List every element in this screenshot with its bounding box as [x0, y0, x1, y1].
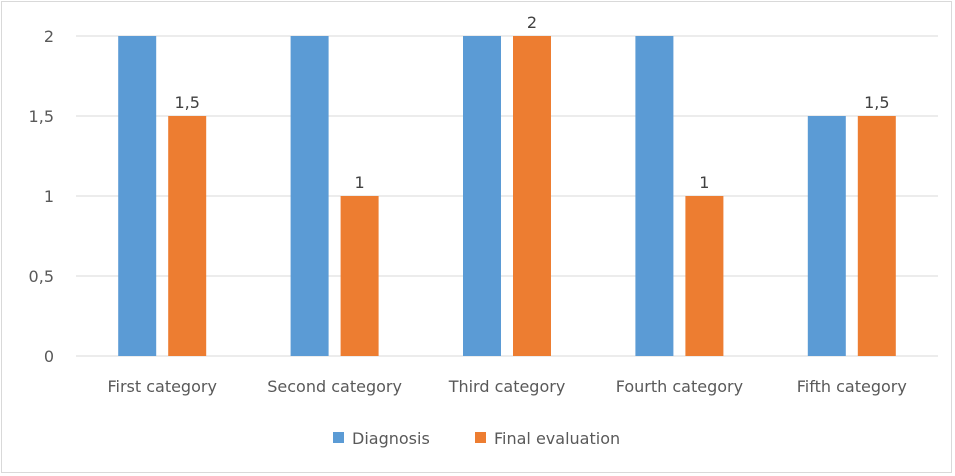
bar-final-evaluation [513, 36, 551, 356]
bar-diagnosis [463, 36, 501, 356]
y-tick-label: 2 [44, 27, 54, 46]
bar-final-evaluation [685, 196, 724, 356]
y-tick-label: 0 [44, 347, 54, 366]
x-axis-categories: First category Second category Third categ… [107, 377, 906, 396]
legend-label: Diagnosis [352, 429, 430, 448]
data-label: 1 [699, 173, 709, 192]
category-label: Fourth category [616, 377, 743, 396]
category-label: Third category [448, 377, 566, 396]
bar-diagnosis [807, 116, 846, 356]
legend-swatch [333, 432, 344, 443]
legend-label: Final evaluation [494, 429, 620, 448]
gridlines [76, 35, 938, 357]
y-tick-label: 0,5 [29, 267, 54, 286]
category-label: First category [107, 377, 216, 396]
bar-final-evaluation [340, 196, 379, 356]
legend-swatch [475, 432, 486, 443]
bar-diagnosis [290, 36, 329, 356]
y-axis-ticks: 0 0,5 1 1,5 2 [29, 27, 54, 366]
bar-final-evaluation [857, 116, 896, 356]
category-label: Second category [267, 377, 402, 396]
data-label: 2 [527, 13, 537, 32]
bar-diagnosis [118, 36, 157, 356]
y-tick-label: 1,5 [29, 107, 54, 126]
data-label: 1 [355, 173, 365, 192]
bar-diagnosis [635, 36, 674, 356]
legend: Diagnosis Final evaluation [333, 429, 620, 448]
category-label: Fifth category [797, 377, 907, 396]
bars [118, 36, 896, 356]
y-tick-label: 1 [44, 187, 54, 206]
bar-final-evaluation [168, 116, 207, 356]
data-label: 1,5 [864, 93, 889, 112]
data-labels: 1,5 1 2 1 1,5 [174, 13, 889, 192]
data-label: 1,5 [174, 93, 199, 112]
